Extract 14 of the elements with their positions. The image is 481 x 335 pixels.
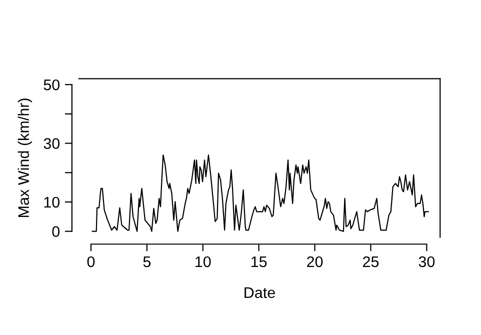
x-tick-label: 30 <box>418 256 435 268</box>
y-tick-label: 50 <box>44 79 60 90</box>
x-axis-title: Date <box>244 287 275 298</box>
x-tick-label: 25 <box>363 256 379 268</box>
x-tick-label: 20 <box>307 256 323 268</box>
y-tick-label: 10 <box>44 196 60 208</box>
x-tick-label: 10 <box>196 256 211 268</box>
line-series <box>92 154 429 232</box>
y-tick-label: 0 <box>52 226 60 237</box>
y-tick-label: 30 <box>44 138 60 149</box>
x-tick-label: 0 <box>87 256 95 268</box>
x-tick-label: 15 <box>251 256 267 268</box>
x-tick-label: 5 <box>143 256 151 268</box>
y-axis-title: Max Wind (km/hr) <box>18 98 32 217</box>
